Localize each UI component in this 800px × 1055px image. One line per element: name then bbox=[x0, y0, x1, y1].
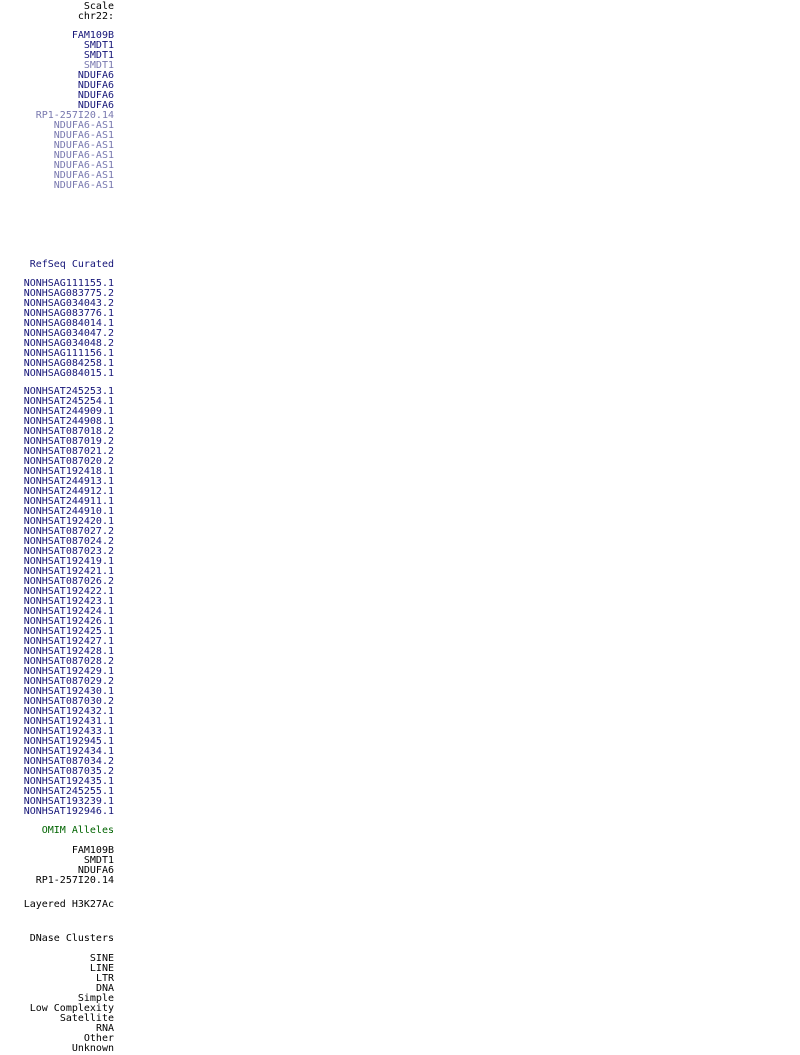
scale-label: Scale bbox=[83, 1, 114, 12]
gene-label[interactable]: NDUFA6 bbox=[77, 70, 114, 81]
item-label[interactable]: NONHSAG111156.1 bbox=[23, 348, 114, 359]
gene-label[interactable]: RP1-257I20.14 bbox=[35, 110, 114, 121]
item-label[interactable]: NONHSAT192418.1 bbox=[23, 466, 114, 477]
chromosome-label: chr22: bbox=[77, 11, 114, 22]
gene-label[interactable]: FAM109B bbox=[71, 30, 114, 41]
repeat-class-label[interactable]: DNA bbox=[95, 983, 114, 994]
item-label[interactable]: NONHSAT087021.2 bbox=[23, 446, 114, 457]
track-title-dnase-clusters[interactable]: DNase Clusters bbox=[29, 933, 114, 944]
item-label[interactable]: NONHSAT192433.1 bbox=[23, 726, 114, 737]
track-title-omim-alleles[interactable]: OMIM Alleles bbox=[41, 825, 114, 836]
item-label[interactable]: NONHSAT192425.1 bbox=[23, 626, 114, 637]
item-label[interactable]: NONHSAT192420.1 bbox=[23, 516, 114, 527]
item-label[interactable]: NONHSAT087034.2 bbox=[23, 756, 114, 767]
item-label[interactable]: NDUFA6 bbox=[77, 865, 114, 876]
item-label[interactable]: NONHSAT192945.1 bbox=[23, 736, 114, 747]
item-label[interactable]: NONHSAT244912.1 bbox=[23, 486, 114, 497]
item-label[interactable]: NONHSAT087018.2 bbox=[23, 426, 114, 437]
item-label[interactable]: NONHSAG084015.1 bbox=[23, 368, 114, 379]
item-label[interactable]: NONHSAT245253.1 bbox=[23, 386, 114, 397]
item-label[interactable]: NONHSAT087035.2 bbox=[23, 766, 114, 777]
item-label[interactable]: NONHSAT192946.1 bbox=[23, 806, 114, 817]
item-label[interactable]: NONHSAT244911.1 bbox=[23, 496, 114, 507]
repeat-class-label[interactable]: Other bbox=[83, 1033, 114, 1044]
item-label[interactable]: NONHSAT087024.2 bbox=[23, 536, 114, 547]
item-label[interactable]: NONHSAT244908.1 bbox=[23, 416, 114, 427]
repeat-class-label[interactable]: Low Complexity bbox=[29, 1003, 114, 1014]
item-label[interactable]: NONHSAT192429.1 bbox=[23, 666, 114, 677]
item-label[interactable]: NONHSAG111155.1 bbox=[23, 278, 114, 289]
item-label[interactable]: NONHSAT192431.1 bbox=[23, 716, 114, 727]
gene-label[interactable]: NDUFA6-AS1 bbox=[53, 180, 114, 191]
item-label[interactable]: NONHSAT087029.2 bbox=[23, 676, 114, 687]
item-label[interactable]: NONHSAT192423.1 bbox=[23, 596, 114, 607]
item-label[interactable]: NONHSAT192426.1 bbox=[23, 616, 114, 627]
repeat-class-label[interactable]: Satellite bbox=[59, 1013, 114, 1024]
item-label[interactable]: NONHSAT192434.1 bbox=[23, 746, 114, 757]
gene-label[interactable]: NDUFA6 bbox=[77, 100, 114, 111]
item-label[interactable]: NONHSAT192435.1 bbox=[23, 776, 114, 787]
repeat-class-label[interactable]: RNA bbox=[95, 1023, 114, 1034]
gene-label[interactable]: NDUFA6-AS1 bbox=[53, 170, 114, 181]
gene-label[interactable]: NDUFA6 bbox=[77, 90, 114, 101]
repeat-class-label[interactable]: LTR bbox=[95, 973, 114, 984]
item-label[interactable]: NONHSAG034047.2 bbox=[23, 328, 114, 339]
item-label[interactable]: NONHSAT087023.2 bbox=[23, 546, 114, 557]
item-label[interactable]: NONHSAT244910.1 bbox=[23, 506, 114, 517]
track-title-layered-h3k27ac[interactable]: Layered H3K27Ac bbox=[23, 899, 114, 910]
gene-label[interactable]: SMDT1 bbox=[83, 50, 114, 61]
gene-label[interactable]: NDUFA6-AS1 bbox=[53, 140, 114, 151]
item-label[interactable]: NONHSAT192430.1 bbox=[23, 686, 114, 697]
repeat-class-label[interactable]: Simple bbox=[77, 993, 114, 1004]
item-label[interactable]: NONHSAT087027.2 bbox=[23, 526, 114, 537]
item-label[interactable]: NONHSAT087030.2 bbox=[23, 696, 114, 707]
item-label[interactable]: NONHSAG084014.1 bbox=[23, 318, 114, 329]
item-label[interactable]: SMDT1 bbox=[83, 855, 114, 866]
item-label[interactable]: NONHSAT192419.1 bbox=[23, 556, 114, 567]
item-label[interactable]: NONHSAT087020.2 bbox=[23, 456, 114, 467]
item-label[interactable]: NONHSAT244909.1 bbox=[23, 406, 114, 417]
item-label[interactable]: NONHSAT087026.2 bbox=[23, 576, 114, 587]
gene-label[interactable]: NDUFA6-AS1 bbox=[53, 150, 114, 161]
gene-label[interactable]: SMDT1 bbox=[83, 40, 114, 51]
item-label[interactable]: NONHSAG084258.1 bbox=[23, 358, 114, 369]
item-label[interactable]: NONHSAT193239.1 bbox=[23, 796, 114, 807]
item-label[interactable]: FAM109B bbox=[71, 845, 114, 856]
item-label[interactable]: NONHSAT244913.1 bbox=[23, 476, 114, 487]
gene-label[interactable]: NDUFA6 bbox=[77, 80, 114, 91]
item-label[interactable]: NONHSAG034048.2 bbox=[23, 338, 114, 349]
item-label[interactable]: NONHSAT087019.2 bbox=[23, 436, 114, 447]
repeat-class-label[interactable]: Unknown bbox=[71, 1043, 114, 1054]
track-title-refseq-curated[interactable]: RefSeq Curated bbox=[29, 259, 114, 270]
item-label[interactable]: NONHSAG034043.2 bbox=[23, 298, 114, 309]
gene-label[interactable]: NDUFA6-AS1 bbox=[53, 120, 114, 131]
item-label[interactable]: NONHSAT192424.1 bbox=[23, 606, 114, 617]
item-label[interactable]: NONHSAT087028.2 bbox=[23, 656, 114, 667]
item-label[interactable]: NONHSAT192428.1 bbox=[23, 646, 114, 657]
item-label[interactable]: RP1-257I20.14 bbox=[35, 875, 114, 886]
item-label[interactable]: NONHSAT192432.1 bbox=[23, 706, 114, 717]
repeat-class-label[interactable]: SINE bbox=[89, 953, 114, 964]
item-label[interactable]: NONHSAT245255.1 bbox=[23, 786, 114, 797]
repeat-class-label[interactable]: LINE bbox=[89, 963, 114, 974]
item-label[interactable]: NONHSAT192427.1 bbox=[23, 636, 114, 647]
item-label[interactable]: NONHSAT192422.1 bbox=[23, 586, 114, 597]
gene-label[interactable]: SMDT1 bbox=[83, 60, 114, 71]
gene-label[interactable]: NDUFA6-AS1 bbox=[53, 160, 114, 171]
gene-label[interactable]: NDUFA6-AS1 bbox=[53, 130, 114, 141]
item-label[interactable]: NONHSAG083776.1 bbox=[23, 308, 114, 319]
item-label[interactable]: NONHSAG083775.2 bbox=[23, 288, 114, 299]
item-label[interactable]: NONHSAT192421.1 bbox=[23, 566, 114, 577]
item-label[interactable]: NONHSAT245254.1 bbox=[23, 396, 114, 407]
